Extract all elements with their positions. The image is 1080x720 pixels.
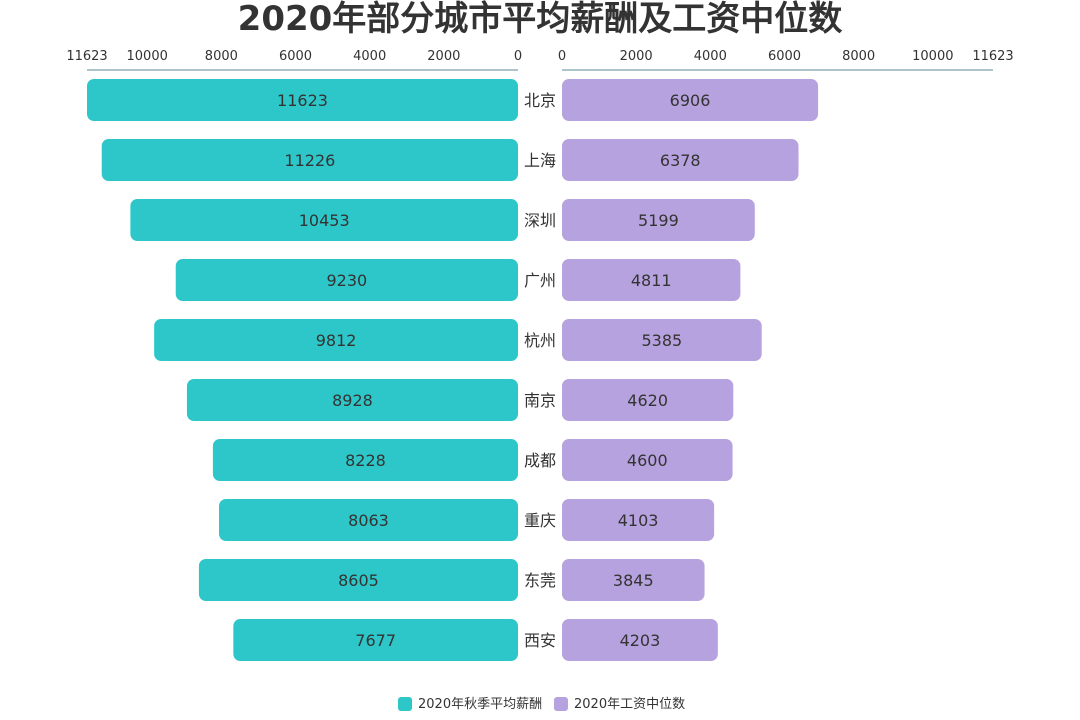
data-label-right: 5385 [641,331,682,350]
category-label: 上海 [524,151,556,170]
bar-left[interactable] [212,439,518,481]
data-label-right: 6906 [670,91,711,110]
axes: 11623 11623 10000 10000 8000 8000 6000 6000 4000… [66,49,1014,71]
data-label-left: 8605 [338,571,379,590]
bar-left[interactable] [154,319,519,361]
bar-right[interactable] [562,79,819,121]
bar-right[interactable] [562,619,718,661]
data-labels: 11623 6906 11226 6378 10453 5199 9230 4811 9812 5… [277,91,710,650]
right-tick-label: 8000 [842,49,875,64]
bar-left[interactable] [219,499,518,541]
right-tick-label: 4000 [694,49,727,64]
left-tick-label: 0 [514,49,522,64]
data-label-right: 4600 [627,451,668,470]
data-label-left: 8228 [345,451,386,470]
bar-left[interactable] [198,559,518,601]
category-label: 东莞 [524,571,556,590]
left-tick-label: 8000 [205,49,238,64]
data-label-right: 4620 [627,391,668,410]
data-label-left: 11623 [277,91,328,110]
data-label-left: 10453 [299,211,350,230]
data-label-right: 4811 [631,271,672,290]
bar-left[interactable] [186,379,518,421]
data-label-left: 11226 [284,151,335,170]
bar-left[interactable] [101,139,519,181]
category-label: 南京 [524,391,556,410]
right-tick-label: 6000 [768,49,801,64]
data-label-left: 8928 [332,391,373,410]
left-tick-label: 4000 [353,49,386,64]
category-label: 杭州 [524,331,556,350]
category-label: 重庆 [524,511,556,530]
left-tick-label: 11623 [66,49,107,64]
bar-left[interactable] [130,199,518,241]
category-label: 深圳 [524,211,556,230]
left-tick-label: 6000 [279,49,312,64]
bar-right[interactable] [562,319,762,361]
data-label-right: 3845 [613,571,654,590]
right-tick-label: 10000 [912,49,953,64]
right-tick-label: 0 [558,49,566,64]
data-label-right: 5199 [638,211,679,230]
bar-left[interactable] [233,619,518,661]
right-tick-label: 11623 [972,49,1013,64]
legend-swatch[interactable] [398,697,412,711]
legend[interactable]: 2020年秋季平均薪酬 2020年工资中位数 [398,697,685,712]
data-label-right: 6378 [660,151,701,170]
bar-right[interactable] [562,559,705,601]
data-label-left: 7677 [355,631,396,650]
data-label-left: 9812 [316,331,357,350]
bar-right[interactable] [562,139,799,181]
bar-right[interactable] [562,259,741,301]
data-label-left: 9230 [327,271,368,290]
legend-label[interactable]: 2020年工资中位数 [574,697,685,712]
category-label: 成都 [524,451,556,470]
data-label-right: 4203 [620,631,661,650]
category-label: 西安 [524,631,556,650]
data-label-left: 8063 [348,511,389,530]
bars [87,79,819,661]
chart-title: 2020年部分城市平均薪酬及工资中位数 [238,0,843,39]
bar-right[interactable] [562,439,733,481]
category-label: 北京 [524,91,556,110]
legend-swatch[interactable] [554,697,568,711]
bar-right[interactable] [562,379,734,421]
bar-left[interactable] [87,79,518,121]
left-tick-label: 10000 [127,49,168,64]
data-label-right: 4103 [618,511,659,530]
bar-right[interactable] [562,499,715,541]
right-tick-label: 2000 [620,49,653,64]
legend-label[interactable]: 2020年秋季平均薪酬 [418,697,542,712]
left-tick-label: 2000 [427,49,460,64]
bar-right[interactable] [562,199,755,241]
category-label: 广州 [524,271,556,290]
bar-left[interactable] [175,259,518,301]
